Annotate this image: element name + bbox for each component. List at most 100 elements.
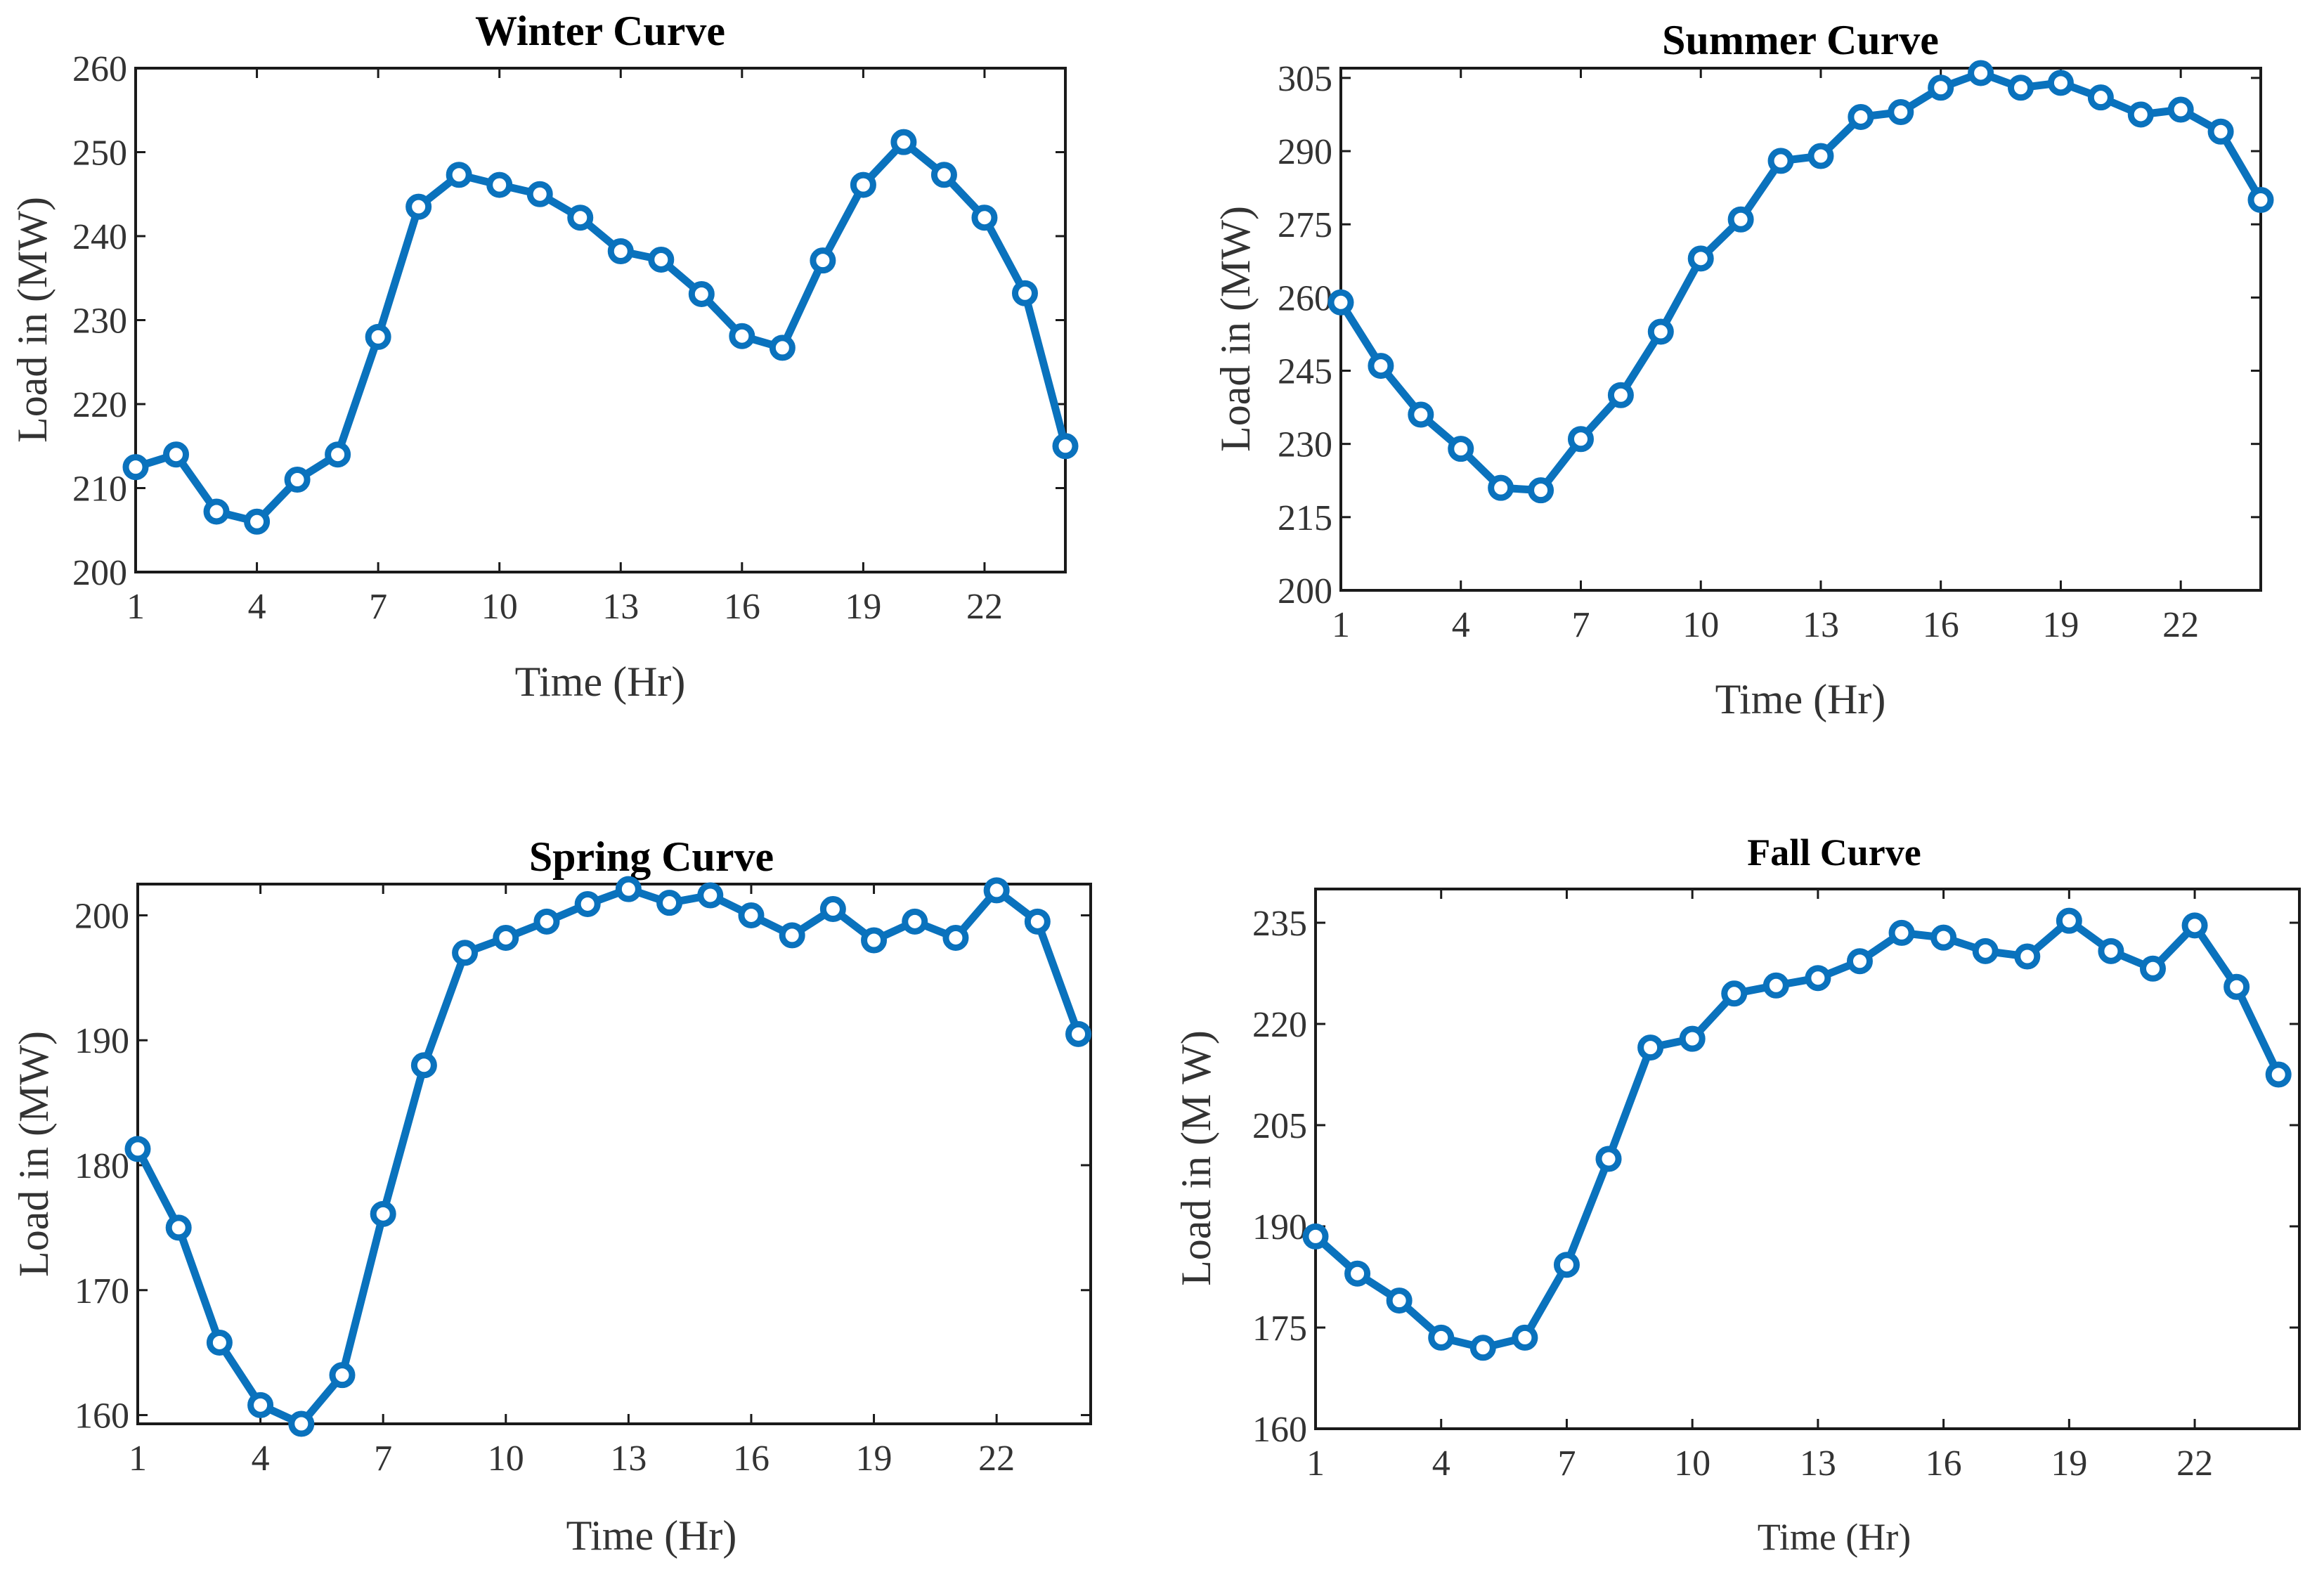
spring-y-ticks: 160 170 180 190 200 [74, 896, 1091, 1436]
fall-x-tick-label: 1 [1306, 1444, 1325, 1484]
winter-data-point [1011, 280, 1038, 306]
winter-data-point [810, 247, 836, 274]
summer-data-point [1888, 98, 1914, 125]
summer-x-tick-label: 1 [1332, 605, 1350, 645]
summer-data-point [1368, 353, 1394, 379]
summer-y-tick-label: 290 [1278, 132, 1332, 172]
fall-data-point [1888, 919, 1915, 946]
fall-ylabel: Load in (M W) [1173, 1030, 1219, 1286]
spring-x-tick-label: 16 [733, 1439, 770, 1479]
summer-y-tick-label: 260 [1278, 278, 1332, 318]
spring-y-tick-label: 180 [74, 1146, 129, 1186]
spring-data-point [902, 908, 928, 935]
fall-data-point [2139, 955, 2166, 982]
spring-data-point [493, 924, 519, 951]
fall-xlabel: Time (Hr) [1758, 1516, 1911, 1558]
spring-data-point [861, 927, 888, 954]
winter-y-ticks: 200 210 220 230 240 250 260 [72, 49, 1065, 593]
fall-x-tick-label: 10 [1674, 1444, 1710, 1484]
winter-series-line [134, 138, 1070, 526]
fall-x-tick-label: 16 [1926, 1444, 1962, 1484]
winter-y-tick-label: 240 [72, 217, 127, 257]
winter-y-tick-label: 250 [72, 134, 127, 174]
fall-data-point [1553, 1252, 1580, 1278]
fall-y-tick-label: 160 [1252, 1410, 1307, 1450]
spring-plot-frame [136, 883, 1092, 1425]
summer-data-point [1968, 60, 1994, 86]
fall-y-tick-label: 175 [1252, 1309, 1307, 1349]
spring-data-point [615, 876, 642, 902]
summer-x-tick-label: 13 [1803, 605, 1839, 645]
summer-data-point [1687, 245, 1714, 272]
spring-x-ticks: 1 4 7 10 13 16 19 22 [129, 884, 1015, 1479]
summer-data-point [1807, 143, 1834, 169]
summer-x-tick-label: 7 [1571, 605, 1590, 645]
spring-data-point [738, 902, 765, 928]
winter-y-tick-label: 220 [72, 385, 127, 425]
fall-x-tick-label: 7 [1557, 1444, 1576, 1484]
fall-data-point [2014, 943, 2041, 970]
summer-title: Summer Curve [1662, 17, 1939, 63]
fall-x-tick-label: 19 [2051, 1444, 2087, 1484]
summer-markers [1327, 60, 2274, 504]
winter-xlabel: Time (Hr) [515, 659, 686, 705]
summer-x-tick-label: 4 [1452, 605, 1470, 645]
fall-data-point [1930, 924, 1957, 951]
winter-x-tick-label: 19 [845, 587, 881, 627]
fall-data-point [2056, 907, 2082, 934]
spring-data-point [288, 1410, 315, 1437]
fall-data-point [1344, 1260, 1371, 1287]
winter-data-point [971, 205, 998, 231]
winter-data-point [1052, 433, 1079, 460]
fall-chart: Fall Curve Time (Hr) Load in (M W) 1 4 7 10… [1173, 831, 2301, 1558]
winter-data-point [203, 498, 230, 525]
spring-x-tick-label: 7 [374, 1439, 392, 1479]
fall-data-point [1763, 972, 1789, 999]
summer-y-ticks: 200 215 230 245 260 275 290 305 [1278, 59, 2261, 611]
summer-y-tick-label: 275 [1278, 205, 1332, 245]
spring-data-point [1024, 908, 1051, 935]
winter-data-point [688, 280, 715, 307]
winter-data-point [284, 467, 311, 493]
winter-data-point [607, 238, 634, 265]
fall-data-point [2265, 1061, 2292, 1088]
spring-data-point [247, 1391, 274, 1418]
fall-y-ticks: 160 175 190 205 220 235 [1252, 904, 2299, 1450]
fall-data-point [2098, 938, 2124, 964]
fall-data-point [1386, 1287, 1413, 1314]
fall-x-tick-label: 13 [1800, 1444, 1836, 1484]
winter-title: Winter Curve [475, 8, 725, 54]
fall-data-point [1637, 1034, 1664, 1061]
spring-x-tick-label: 1 [129, 1439, 147, 1479]
spring-data-point [410, 1052, 437, 1079]
winter-x-tick-label: 7 [369, 587, 387, 627]
spring-x-tick-label: 13 [610, 1439, 647, 1479]
winter-markers [122, 129, 1079, 535]
spring-data-point [124, 1136, 151, 1162]
fall-x-tick-label: 22 [2176, 1444, 2213, 1484]
spring-data-point [533, 908, 560, 935]
winter-plot-frame [134, 67, 1067, 573]
winter-y-tick-label: 230 [72, 301, 127, 342]
winter-data-point [365, 323, 391, 350]
winter-ylabel: Load in (MW) [9, 197, 56, 443]
spring-y-tick-label: 200 [74, 896, 129, 936]
summer-x-tick-label: 16 [1923, 605, 1959, 645]
summer-y-tick-label: 215 [1278, 498, 1332, 538]
summer-x-ticks: 1 4 7 10 13 16 19 22 [1332, 68, 2199, 645]
winter-data-point [850, 171, 876, 198]
winter-y-tick-label: 260 [72, 49, 127, 89]
spring-data-point [983, 877, 1010, 904]
summer-x-tick-label: 22 [2162, 605, 2199, 645]
winter-x-tick-label: 22 [966, 587, 1003, 627]
fall-x-tick-label: 4 [1432, 1444, 1450, 1484]
winter-data-point [163, 441, 190, 468]
summer-data-point [2207, 118, 2234, 145]
spring-data-point [779, 922, 805, 949]
summer-data-point [1928, 74, 1954, 101]
fall-y-tick-label: 205 [1252, 1106, 1307, 1146]
spring-data-point [206, 1329, 233, 1356]
summer-y-tick-label: 245 [1278, 352, 1332, 392]
winter-data-point [526, 181, 553, 207]
